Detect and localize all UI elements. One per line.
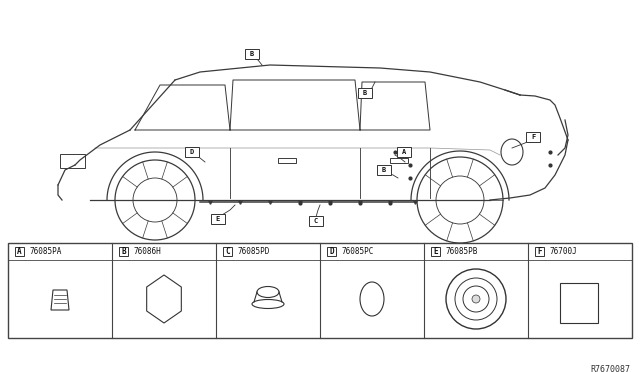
Text: B: B <box>121 247 126 256</box>
Bar <box>535 247 544 256</box>
Bar <box>397 147 411 157</box>
Text: E: E <box>433 247 438 256</box>
Circle shape <box>472 295 480 303</box>
Bar <box>8 243 632 338</box>
Bar <box>431 247 440 256</box>
Bar <box>119 247 128 256</box>
Text: B: B <box>382 167 386 173</box>
Bar <box>245 49 259 59</box>
Text: 76085PD: 76085PD <box>237 247 269 256</box>
Text: F: F <box>531 134 535 140</box>
Text: R7670087: R7670087 <box>590 365 630 372</box>
Text: A: A <box>17 247 22 256</box>
Bar <box>377 165 391 175</box>
Bar <box>15 247 24 256</box>
Text: C: C <box>314 218 318 224</box>
Text: 76086H: 76086H <box>133 247 161 256</box>
Bar <box>390 158 408 163</box>
Bar <box>526 132 540 142</box>
Bar <box>327 247 336 256</box>
Text: A: A <box>402 149 406 155</box>
Bar <box>278 158 296 163</box>
Text: E: E <box>216 216 220 222</box>
Text: 76700J: 76700J <box>549 247 577 256</box>
Text: D: D <box>190 149 194 155</box>
Bar <box>185 147 199 157</box>
Bar <box>211 214 225 224</box>
Bar <box>223 247 232 256</box>
Bar <box>309 216 323 226</box>
Text: C: C <box>225 247 230 256</box>
Text: 76085PB: 76085PB <box>445 247 477 256</box>
Text: 76085PC: 76085PC <box>341 247 373 256</box>
Text: 76085PA: 76085PA <box>29 247 61 256</box>
Text: B: B <box>363 90 367 96</box>
Text: B: B <box>250 51 254 57</box>
Bar <box>560 283 598 323</box>
Bar <box>358 88 372 98</box>
Bar <box>60 154 85 168</box>
Text: F: F <box>537 247 542 256</box>
Text: D: D <box>329 247 334 256</box>
